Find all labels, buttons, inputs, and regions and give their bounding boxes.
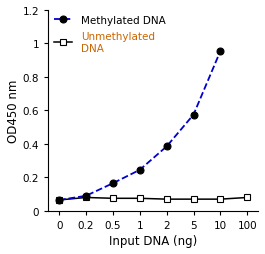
Methylated DNA	[138, 169, 141, 172]
Unmethylated
DNA	[85, 196, 88, 199]
Methylated DNA	[165, 145, 168, 148]
Unmethylated
DNA	[165, 198, 168, 201]
Methylated DNA	[219, 50, 222, 53]
Unmethylated
DNA	[138, 197, 141, 200]
Y-axis label: OD450 nm: OD450 nm	[7, 80, 20, 142]
Methylated DNA	[192, 114, 195, 117]
Methylated DNA	[85, 195, 88, 198]
Unmethylated
DNA	[111, 197, 114, 200]
Line: Methylated DNA: Methylated DNA	[56, 48, 224, 204]
Methylated DNA	[111, 182, 114, 185]
Unmethylated
DNA	[192, 198, 195, 201]
Unmethylated
DNA	[246, 196, 249, 199]
Unmethylated
DNA	[219, 198, 222, 201]
Unmethylated
DNA	[58, 199, 61, 202]
Methylated DNA	[58, 199, 61, 202]
X-axis label: Input DNA (ng): Input DNA (ng)	[109, 234, 197, 247]
Line: Unmethylated
DNA: Unmethylated DNA	[56, 194, 251, 204]
Legend: Methylated DNA, Unmethylated
DNA: Methylated DNA, Unmethylated DNA	[51, 14, 167, 56]
